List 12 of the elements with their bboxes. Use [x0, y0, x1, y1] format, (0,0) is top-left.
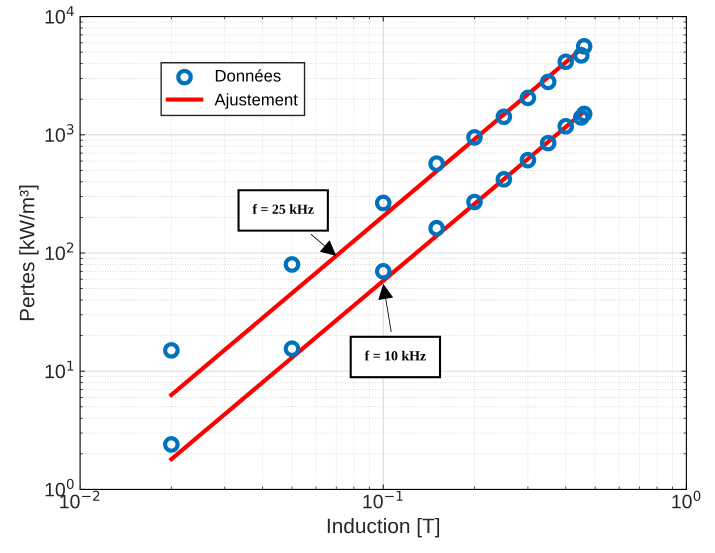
x-tick-label: 10$^{−1}$ — [363, 490, 403, 508]
x-tick-label: 10$^{0}$ — [672, 490, 700, 508]
legend-label: Données — [216, 69, 281, 82]
x-axis-title: Induction [T] — [328, 518, 440, 538]
y-tick-label: 10$^{3}$ — [46, 124, 74, 142]
y-tick-label: 10$^{2}$ — [46, 242, 74, 260]
annotation: f = 10 kHz — [364, 350, 426, 360]
y-axis-title: Pertes [kW/m³] — [19, 186, 39, 320]
y-tick-label: 10$^{4}$ — [46, 6, 74, 24]
annotation: f = 25 kHz — [252, 204, 314, 214]
y-tick-label: 10$^{1}$ — [46, 360, 74, 378]
legend-label: Ajustement — [214, 93, 298, 109]
